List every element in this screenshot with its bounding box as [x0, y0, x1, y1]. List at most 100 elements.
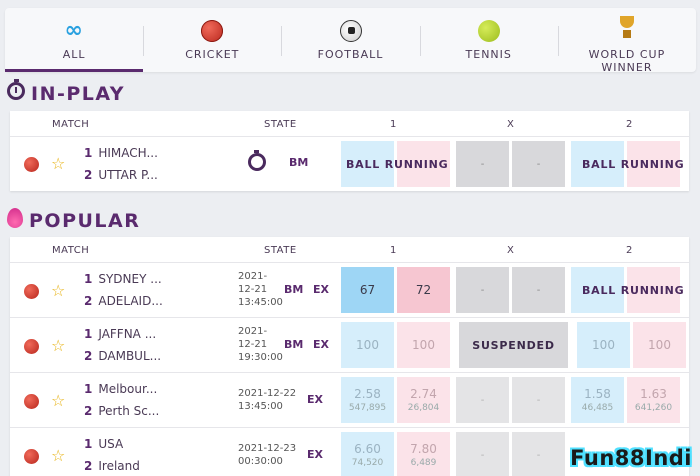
infinity-icon: ∞ [64, 18, 84, 43]
lay-odds-2[interactable] [627, 267, 680, 313]
lay-odds-x[interactable]: - [512, 267, 565, 313]
lay-odds-2[interactable]: 100 [633, 322, 686, 368]
tab-label: ALL [62, 48, 86, 61]
watermark-logo: Fun88Indi [570, 446, 692, 470]
team-1-name: JAFFNA ... [98, 327, 157, 341]
header-x: X [507, 245, 515, 256]
tab-football[interactable]: FOOTBALL [281, 8, 419, 72]
star-favorite-icon[interactable]: ☆ [51, 446, 66, 465]
popular-section-title: POPULAR [7, 208, 140, 233]
ex-badge: EX [313, 338, 329, 351]
match-datetime: 2021- 12-21 19:30:00 [238, 326, 283, 363]
back-odds-1[interactable]: 67 [341, 267, 394, 313]
tab-all[interactable]: ∞ ALL [5, 8, 144, 72]
inplay-table: MATCH STATE 1 X 2 ☆ 1 HIMACH... 2 UTTAR P.… [10, 111, 689, 191]
sport-tabs: ∞ ALL CRICKET FOOTBALL TENNIS WORLD CUP W… [5, 8, 696, 74]
back-odds-x[interactable]: - [456, 267, 509, 313]
cricket-ball-icon [24, 156, 39, 172]
tab-label: CRICKET [185, 48, 240, 61]
back-odds-1[interactable]: 6.60 74,520 [341, 432, 394, 476]
ball-running-overlay: BALL RUNNING [346, 158, 449, 171]
section-title-text: IN-PLAY [31, 82, 126, 105]
suspended-market: SUSPENDED [459, 322, 568, 368]
flame-icon [7, 208, 23, 233]
table-header: MATCH STATE 1 X 2 [10, 237, 689, 263]
back-odds-1[interactable]: 100 [341, 322, 394, 368]
lay-odds-x[interactable]: - [512, 432, 565, 476]
team-1-name: USA [98, 437, 124, 451]
back-odds-x[interactable]: - [456, 432, 509, 476]
ex-badge: EX [307, 448, 323, 461]
match-teams[interactable]: 1 JAFFNA ... 2 DAMBUL... [84, 327, 162, 363]
header-x: X [507, 119, 515, 130]
team-2-name: ADELAID... [98, 294, 163, 308]
back-odds-2[interactable] [571, 267, 624, 313]
section-title-text: POPULAR [29, 209, 141, 232]
back-odds-2[interactable]: 1.58 46,485 [571, 377, 624, 423]
tab-cricket[interactable]: CRICKET [143, 8, 281, 72]
bm-badge: BM [289, 156, 309, 169]
match-teams[interactable]: 1 HIMACH... 2 UTTAR P... [84, 146, 158, 182]
football-icon [339, 20, 362, 42]
cricket-ball-icon [24, 338, 39, 354]
star-favorite-icon[interactable]: ☆ [51, 336, 66, 355]
lay-odds-1[interactable]: 72 [397, 267, 450, 313]
table-row[interactable]: ☆ 1 JAFFNA ... 2 DAMBUL... 2021- 12-21 19:… [10, 318, 689, 373]
match-datetime: 2021-12-23 00:30:00 [238, 443, 297, 467]
cricket-ball-icon [24, 393, 39, 409]
stopwatch-icon [248, 150, 266, 171]
team-2-name: Perth Sc... [98, 404, 160, 418]
header-2: 2 [626, 245, 633, 256]
lay-odds-x[interactable]: - [512, 377, 565, 423]
header-1: 1 [390, 245, 397, 256]
bm-badge: BM [284, 283, 304, 296]
lay-odds-1[interactable]: 2.74 26,804 [397, 377, 450, 423]
table-row[interactable]: ☆ 1 HIMACH... 2 UTTAR P... BM - - BALL RUN… [10, 137, 689, 191]
match-teams[interactable]: 1 SYDNEY ... 2 ADELAID... [84, 272, 163, 308]
lay-odds-2[interactable]: 1.63 641,260 [627, 377, 680, 423]
header-match: MATCH [52, 245, 90, 256]
table-row[interactable]: ☆ 1 USA 2 Ireland 2021-12-23 00:30:00 EX 6… [10, 428, 689, 476]
lay-odds-1[interactable]: 100 [397, 322, 450, 368]
match-teams[interactable]: 1 USA 2 Ireland [84, 437, 140, 473]
lay-odds-x[interactable]: - [512, 141, 565, 187]
bm-badge: BM [284, 338, 304, 351]
tab-tennis[interactable]: TENNIS [419, 8, 558, 72]
match-datetime: 2021-12-22 13:45:00 [238, 388, 297, 412]
back-odds-2[interactable]: 100 [577, 322, 630, 368]
tennis-ball-icon [477, 20, 500, 42]
inplay-section-title: IN-PLAY [7, 79, 126, 105]
lay-odds-1[interactable] [397, 141, 450, 187]
header-state: STATE [264, 245, 297, 256]
tab-label: WORLD CUP WINNER [588, 48, 666, 74]
back-odds-x[interactable]: - [456, 141, 509, 187]
star-favorite-icon[interactable]: ☆ [51, 391, 66, 410]
team-2-name: DAMBUL... [98, 349, 162, 363]
match-teams[interactable]: 1 Melbour... 2 Perth Sc... [84, 382, 160, 418]
star-favorite-icon[interactable]: ☆ [51, 281, 66, 300]
tab-label: FOOTBALL [317, 48, 384, 61]
back-odds-2[interactable] [571, 141, 624, 187]
popular-table: MATCH STATE 1 X 2 ☆ 1 SYDNEY ... 2 ADELAID… [10, 237, 689, 476]
team-1-name: HIMACH... [98, 146, 158, 160]
header-1: 1 [390, 119, 397, 130]
lay-odds-1[interactable]: 7.80 6,489 [397, 432, 450, 476]
back-odds-x[interactable]: - [456, 377, 509, 423]
ex-badge: EX [307, 393, 323, 406]
team-1-name: Melbour... [98, 382, 158, 396]
match-datetime: 2021- 12-21 13:45:00 [238, 271, 283, 308]
trophy-icon [619, 16, 634, 38]
tab-world-cup-winner[interactable]: WORLD CUP WINNER [557, 8, 696, 74]
header-match: MATCH [52, 119, 90, 130]
back-odds-1[interactable]: 2.58 547,895 [341, 377, 394, 423]
star-favorite-icon[interactable]: ☆ [51, 154, 66, 173]
back-odds-1[interactable] [341, 141, 394, 187]
lay-odds-2[interactable] [627, 141, 680, 187]
header-2: 2 [626, 119, 633, 130]
stopwatch-icon [7, 79, 25, 105]
table-row[interactable]: ☆ 1 SYDNEY ... 2 ADELAID... 2021- 12-21 13… [10, 263, 689, 318]
team-2-name: UTTAR P... [98, 168, 158, 182]
team-2-name: Ireland [98, 459, 140, 473]
table-row[interactable]: ☆ 1 Melbour... 2 Perth Sc... 2021-12-22 13… [10, 373, 689, 428]
table-header: MATCH STATE 1 X 2 [10, 111, 689, 137]
